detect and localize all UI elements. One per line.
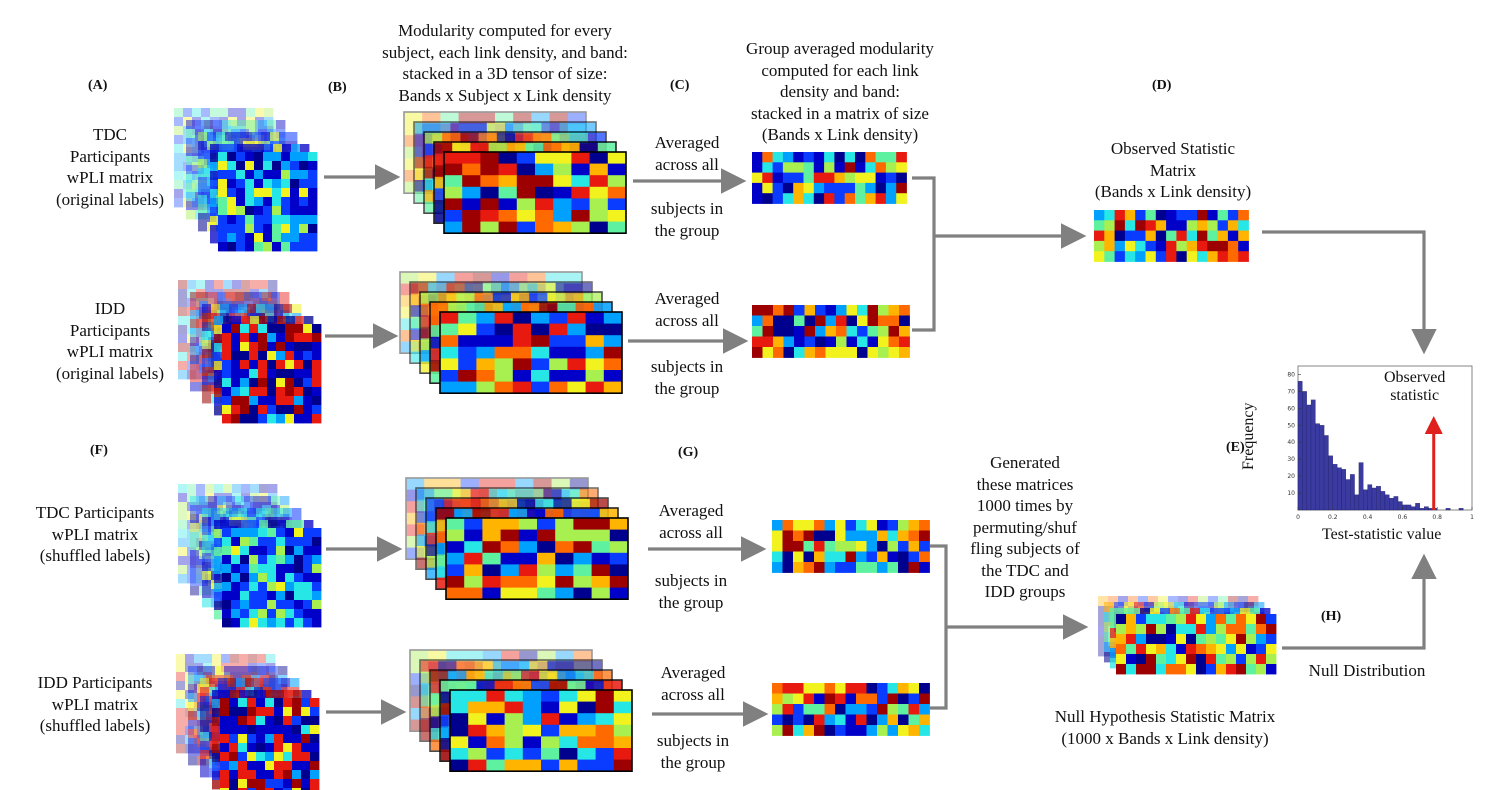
panel-tag-g: (G) bbox=[678, 445, 699, 460]
x-tick-label: 1 bbox=[1470, 514, 1474, 521]
histogram-bar bbox=[1302, 391, 1307, 511]
histogram-bar bbox=[1402, 504, 1407, 511]
histogram-bar bbox=[1367, 484, 1373, 511]
histogram-bar bbox=[1310, 399, 1316, 511]
histogram-bar bbox=[1297, 381, 1303, 511]
panel-tag-c: (C) bbox=[670, 78, 690, 93]
tdc-shuffled-wpli-layer-4 bbox=[222, 528, 322, 628]
observed-statistic-annotation: Observed statistic bbox=[1384, 369, 1446, 404]
histogram-bar bbox=[1384, 494, 1390, 511]
group-average-header: Group averaged modularity computed for ea… bbox=[746, 39, 934, 144]
x-tick-label: 0.4 bbox=[1363, 514, 1373, 521]
histogram-bar bbox=[1337, 467, 1342, 511]
histogram-bar bbox=[1393, 496, 1399, 511]
histogram-bar bbox=[1328, 455, 1333, 511]
idd-original-label: IDD Participants wPLI matrix (original labe… bbox=[55, 299, 165, 383]
histogram-bar bbox=[1319, 425, 1325, 511]
panel-tag-d: (D) bbox=[1152, 78, 1172, 93]
null-hypothesis-matrix-label: Null Hypothesis Statistic Matrix (1000 x … bbox=[1054, 707, 1276, 748]
tdc-shuffled-label: TDC Participants wPLI matrix (shuffled lab… bbox=[35, 503, 155, 565]
idd-shuffled-label: IDD Participants wPLI matrix (shuffled lab… bbox=[37, 673, 153, 735]
matrix-grids bbox=[174, 108, 1277, 790]
subjects-label-2: subjects in the group bbox=[650, 357, 724, 398]
idd-original-wpli-layer-4 bbox=[222, 324, 322, 424]
histogram-bar bbox=[1389, 497, 1394, 511]
y-tick-label: 40 bbox=[1287, 439, 1295, 446]
merge-observed-top bbox=[912, 176, 936, 332]
histogram-bar bbox=[1350, 474, 1355, 511]
tdc-original-tensor-slice-4 bbox=[443, 151, 627, 234]
panel-tag-e: (E) bbox=[1226, 440, 1245, 455]
histogram-bar bbox=[1315, 423, 1320, 511]
idd-shuffled-tensor-slice-4 bbox=[449, 689, 633, 772]
averaged-label-3: Averaged across all bbox=[658, 501, 724, 542]
panel-tag-f: (F) bbox=[90, 443, 108, 458]
histogram-bar bbox=[1358, 462, 1364, 511]
averaged-label-1: Averaged across all bbox=[654, 133, 720, 174]
tdc-shuffled-tensor-slice-4 bbox=[445, 517, 629, 600]
x-tick-label: 0.6 bbox=[1398, 514, 1408, 521]
histogram-bar bbox=[1415, 503, 1420, 511]
idd-original-average-matrix bbox=[752, 305, 910, 358]
subjects-label-1: subjects in the group bbox=[650, 199, 724, 240]
panel-tag-b: (B) bbox=[328, 80, 347, 95]
arrow-observed-to-histogram bbox=[1262, 230, 1437, 355]
tdc-original-wpli-layer-4 bbox=[218, 152, 318, 252]
idd-original-tensor-slice-4 bbox=[439, 311, 623, 394]
histogram-bar bbox=[1354, 494, 1360, 511]
null-distribution-label: Null Distribution bbox=[1308, 661, 1426, 680]
x-tick-label: 0.8 bbox=[1432, 514, 1442, 521]
connector-arrows bbox=[324, 164, 1437, 727]
averaged-label-2: Averaged across all bbox=[654, 289, 720, 330]
y-tick-label: 80 bbox=[1287, 371, 1295, 378]
null-hypothesis-matrix-layer-3 bbox=[1116, 614, 1277, 675]
histogram-bar bbox=[1419, 508, 1425, 511]
histogram-bar bbox=[1428, 508, 1433, 511]
observed-statistic-matrix bbox=[1094, 210, 1249, 262]
histogram-bar bbox=[1376, 486, 1381, 511]
histogram-bar bbox=[1424, 506, 1429, 511]
idd-shuffled-average-matrix bbox=[772, 683, 930, 736]
y-tick-label: 20 bbox=[1287, 473, 1295, 480]
idd-shuffled-wpli-layer-4 bbox=[220, 698, 320, 790]
histogram-bar bbox=[1341, 469, 1346, 511]
histogram-bar bbox=[1397, 501, 1403, 511]
histogram-bar bbox=[1363, 489, 1368, 511]
panel-tag-a: (A) bbox=[88, 78, 108, 93]
x-tick-label: 0.2 bbox=[1328, 514, 1338, 521]
panel-tag-h: (H) bbox=[1321, 609, 1342, 624]
y-axis-label: Frequency bbox=[1240, 402, 1257, 470]
y-tick-label: 60 bbox=[1287, 405, 1295, 412]
null-distribution-histogram: 0 0.2 0.4 0.6 0.8 1 80 70 60 50 40 30 20 10 bbox=[1287, 365, 1474, 521]
histogram-bar bbox=[1345, 479, 1351, 511]
arrow-null-to-histogram bbox=[1282, 553, 1437, 650]
histogram-bar bbox=[1406, 504, 1412, 511]
histogram-bar bbox=[1332, 464, 1338, 511]
modularity-header: Modularity computed for every subject, ea… bbox=[382, 21, 628, 105]
averaged-label-4: Averaged across all bbox=[660, 663, 726, 704]
y-tick-label: 70 bbox=[1287, 388, 1295, 395]
y-tick-label: 10 bbox=[1287, 490, 1295, 497]
tdc-shuffled-average-matrix bbox=[772, 520, 930, 573]
merge-null-top bbox=[930, 544, 948, 710]
x-axis-label: Test-statistic value bbox=[1322, 526, 1442, 543]
histogram-bar bbox=[1410, 506, 1416, 511]
y-tick-label: 30 bbox=[1287, 456, 1295, 463]
histogram-bar bbox=[1458, 508, 1464, 511]
x-tick-label: 0 bbox=[1296, 514, 1300, 521]
generated-permutations-label: Generated these matrices 1000 times by perm… bbox=[970, 453, 1080, 601]
histogram-bar bbox=[1445, 508, 1451, 511]
histogram-bar bbox=[1371, 487, 1377, 511]
subjects-label-4: subjects in the group bbox=[656, 731, 730, 772]
tdc-original-label: TDC Participants wPLI matrix (original labe… bbox=[55, 125, 165, 209]
tdc-original-average-matrix bbox=[752, 152, 907, 204]
histogram-bar bbox=[1380, 491, 1386, 511]
subjects-label-3: subjects in the group bbox=[654, 571, 728, 612]
histogram-bar bbox=[1323, 435, 1329, 511]
y-tick-label: 50 bbox=[1287, 422, 1295, 429]
histogram-bar bbox=[1306, 404, 1312, 511]
observed-matrix-label: Observed Statistic Matrix (Bands x Link de… bbox=[1094, 139, 1252, 201]
